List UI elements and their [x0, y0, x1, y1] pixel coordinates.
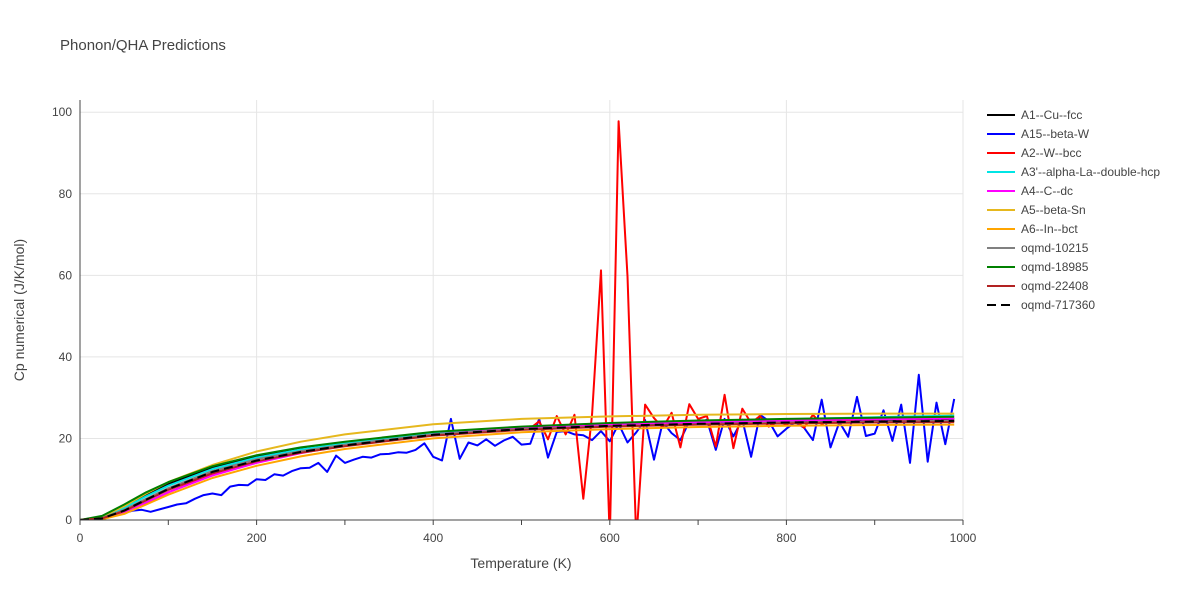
legend-label: oqmd-10215 [1021, 241, 1089, 255]
x-tick-label: 0 [77, 531, 84, 545]
x-axis-title: Temperature (K) [470, 555, 571, 571]
legend-item[interactable]: oqmd-22408 [987, 279, 1089, 293]
x-tick-label: 600 [600, 531, 620, 545]
legend-label: A3'--alpha-La--double-hcp [1021, 165, 1160, 179]
legend-label: A1--Cu--fcc [1021, 108, 1082, 122]
legend-item[interactable]: oqmd-18985 [987, 260, 1089, 274]
x-tick-label: 400 [423, 531, 443, 545]
x-tick-label: 1000 [950, 531, 977, 545]
y-tick-label: 20 [59, 431, 73, 445]
y-tick-label: 60 [59, 268, 73, 282]
series-line-8 [80, 415, 955, 520]
x-tick-label: 800 [776, 531, 796, 545]
legend[interactable]: A1--Cu--fcc A15--beta-W A2--W--bcc A3'--alp… [987, 108, 1160, 312]
legend-label: oqmd-22408 [1021, 279, 1089, 293]
legend-item[interactable]: oqmd-10215 [987, 241, 1089, 255]
legend-label: A2--W--bcc [1021, 146, 1081, 160]
x-tick-label: 200 [247, 531, 267, 545]
y-tick-label: 100 [52, 105, 72, 119]
legend-label: oqmd-717360 [1021, 298, 1095, 312]
y-tick-label: 80 [59, 187, 73, 201]
y-tick-label: 0 [65, 513, 72, 527]
series-line-6 [80, 423, 955, 520]
legend-label: A5--beta-Sn [1021, 203, 1086, 217]
legend-label: A6--In--bct [1021, 222, 1078, 236]
legend-item[interactable]: oqmd-717360 [987, 298, 1095, 312]
legend-item[interactable]: A5--beta-Sn [987, 203, 1086, 217]
legend-item[interactable]: A3'--alpha-La--double-hcp [987, 165, 1160, 179]
y-tick-label: 40 [59, 350, 73, 364]
axes: 0 200 400 600 800 1000 0 20 40 60 80 100 [52, 100, 977, 545]
grid [80, 100, 964, 520]
legend-item[interactable]: A4--C--dc [987, 184, 1073, 198]
chart-title: Phonon/QHA Predictions [60, 37, 226, 54]
series-line-10 [80, 419, 955, 520]
series-line-5 [80, 412, 955, 520]
legend-item[interactable]: A2--W--bcc [987, 146, 1081, 160]
series-line-1 [80, 373, 956, 520]
legend-label: A15--beta-W [1021, 127, 1090, 141]
legend-item[interactable]: A15--beta-W [987, 127, 1090, 141]
y-axis-title: Cp numerical (J/K/mol) [11, 239, 27, 381]
legend-item[interactable]: A6--In--bct [987, 222, 1078, 236]
series-layer [80, 120, 956, 520]
legend-item[interactable]: A1--Cu--fcc [987, 108, 1082, 122]
legend-label: oqmd-18985 [1021, 260, 1089, 274]
legend-label: A4--C--dc [1021, 184, 1073, 198]
